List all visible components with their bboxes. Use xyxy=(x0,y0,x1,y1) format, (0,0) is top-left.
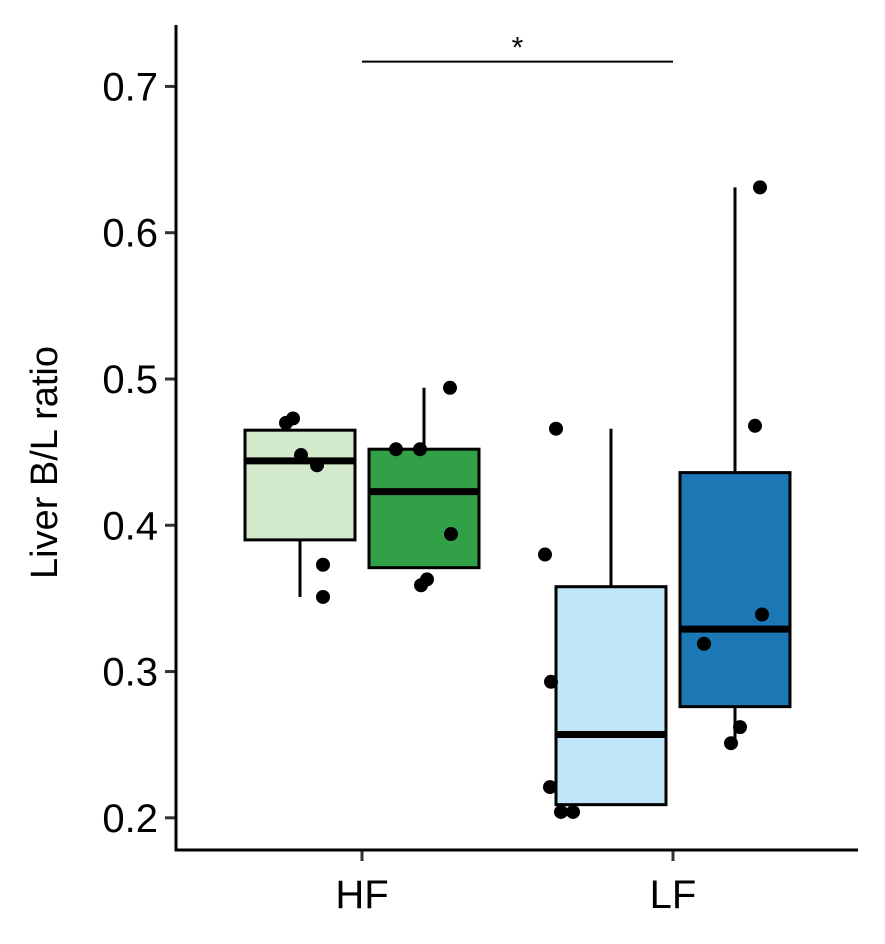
y-tick-label: 0.7 xyxy=(102,65,158,109)
data-point xyxy=(294,448,308,463)
significance-label: * xyxy=(512,32,524,65)
data-point xyxy=(444,527,458,542)
y-tick-label: 0.2 xyxy=(102,797,158,841)
data-point xyxy=(554,804,568,819)
data-point xyxy=(549,421,563,436)
y-tick-label: 0.4 xyxy=(102,504,158,548)
data-point xyxy=(733,720,747,735)
data-point xyxy=(697,636,711,651)
significance-annotations: * xyxy=(362,32,673,65)
data-points xyxy=(279,180,769,819)
box-iqr xyxy=(678,471,792,709)
data-point xyxy=(544,674,558,689)
x-tick-label: HF xyxy=(335,873,388,917)
x-axis-tick-labels: HF LF xyxy=(335,873,696,917)
box-iqr xyxy=(243,428,357,542)
data-point xyxy=(443,380,457,395)
data-point xyxy=(279,415,293,430)
data-point xyxy=(316,557,330,572)
data-point xyxy=(413,442,427,457)
data-point xyxy=(566,804,580,819)
data-point xyxy=(316,589,330,604)
box-series xyxy=(243,187,792,807)
x-tick-label: LF xyxy=(650,873,697,917)
box-hf-2 xyxy=(367,387,481,570)
data-point xyxy=(538,547,552,562)
data-point xyxy=(414,578,428,593)
box-iqr xyxy=(554,585,668,807)
y-axis-title: Liver B/L ratio xyxy=(24,346,66,579)
data-point xyxy=(543,780,557,795)
data-point xyxy=(724,736,738,751)
data-point xyxy=(389,442,403,457)
y-axis-ticks xyxy=(165,84,176,820)
box-lf-2 xyxy=(678,187,792,742)
box-iqr xyxy=(367,447,481,570)
data-point xyxy=(748,418,762,433)
data-point xyxy=(755,607,769,622)
y-axis-tick-labels: 0.2 0.3 0.4 0.5 0.6 0.7 xyxy=(102,65,158,840)
y-tick-label: 0.6 xyxy=(102,212,158,256)
data-point xyxy=(753,180,767,195)
x-axis-ticks xyxy=(360,850,675,861)
data-point xyxy=(310,458,324,473)
box-lf-1 xyxy=(554,428,668,807)
y-tick-label: 0.3 xyxy=(102,651,158,695)
y-tick-label: 0.5 xyxy=(102,358,158,402)
